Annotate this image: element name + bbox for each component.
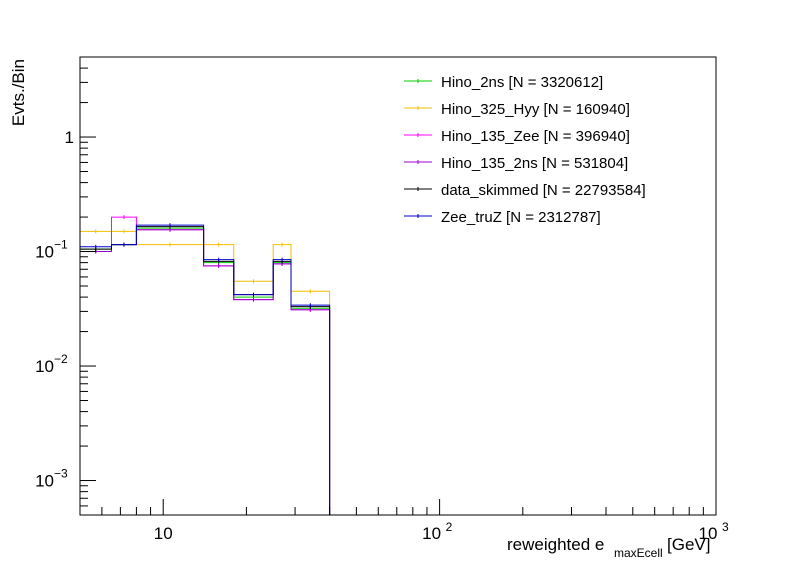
y-tick-label-exponent: −3	[54, 467, 68, 481]
y-axis-label: Evts./Bin	[9, 59, 28, 126]
legend: Hino_2ns [N = 3320612] Hino_325_Hyy [N = …	[404, 74, 646, 226]
legend-label: Hino_135_2ns [N = 531804]	[441, 155, 628, 172]
x-axis-label: reweighted e	[507, 535, 604, 554]
legend-label: data_skimmed [N = 22793584]	[441, 182, 646, 199]
y-tick-label: 10	[35, 472, 54, 491]
legend-label: Hino_135_Zee [N = 396940]	[441, 128, 630, 145]
x-tick-label-exponent: 2	[446, 520, 453, 534]
x-tick-label: 10	[154, 524, 173, 543]
y-tick-label-exponent: −2	[54, 352, 68, 366]
y-tick-label-exponent: −1	[54, 238, 68, 252]
x-tick-label: 10	[422, 524, 441, 543]
series-5	[80, 223, 716, 516]
y-tick-label: 10	[35, 243, 54, 262]
x-axis-label-subscript: maxEcell	[614, 546, 663, 560]
legend-item: Hino_135_2ns [N = 531804]	[404, 155, 628, 172]
legend-label: Hino_325_Hyy [N = 160940]	[441, 101, 630, 118]
x-tick-label-exponent: 3	[722, 520, 729, 534]
legend-item: Hino_135_Zee [N = 396940]	[404, 128, 630, 145]
legend-label: Hino_2ns [N = 3320612]	[441, 74, 603, 91]
legend-item: Zee_truZ [N = 2312787]	[404, 209, 601, 226]
series-layer	[80, 215, 716, 516]
legend-item: Hino_2ns [N = 3320612]	[404, 74, 603, 91]
legend-item: Hino_325_Hyy [N = 160940]	[404, 101, 630, 118]
legend-label: Zee_truZ [N = 2312787]	[441, 209, 601, 226]
y-tick-label: 1	[65, 128, 74, 147]
x-tick-label: 10	[699, 524, 718, 543]
y-tick-label: 10	[35, 357, 54, 376]
x-axis-label-unit: [GeV]	[667, 535, 710, 554]
legend-item: data_skimmed [N = 22793584]	[404, 182, 646, 199]
